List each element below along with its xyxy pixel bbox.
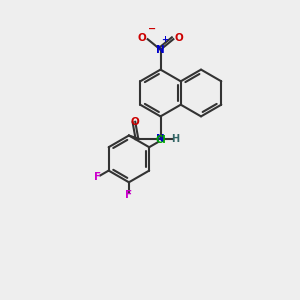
Text: N: N (156, 45, 165, 55)
Text: Cl: Cl (155, 135, 166, 146)
Text: F: F (94, 172, 101, 182)
Text: F: F (125, 190, 133, 200)
Text: O: O (131, 117, 140, 127)
Text: H: H (171, 134, 180, 144)
Text: −: − (148, 24, 156, 34)
Text: +: + (161, 35, 169, 44)
Text: O: O (174, 33, 183, 43)
Text: O: O (138, 33, 147, 43)
Text: N: N (156, 134, 165, 144)
